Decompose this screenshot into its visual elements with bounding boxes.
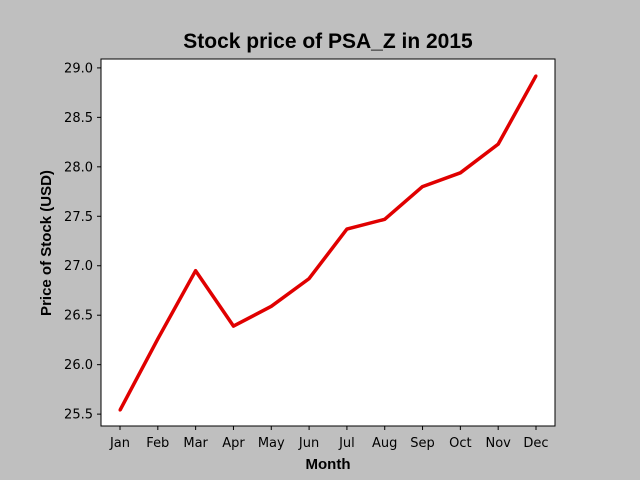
data-point-mar	[194, 269, 198, 273]
y-tick-label: 28.5	[64, 111, 93, 126]
y-tick-label: 27.5	[64, 210, 93, 225]
plot-area	[100, 58, 556, 427]
x-tick-label: May	[258, 436, 285, 451]
x-tick-label: Nov	[485, 436, 511, 451]
data-point-apr	[231, 324, 235, 328]
series-layer	[118, 74, 538, 412]
data-point-may	[269, 304, 273, 308]
x-tick-label: Aug	[372, 436, 397, 451]
y-tick-label: 26.5	[64, 309, 93, 324]
x-tick-label: Dec	[523, 436, 548, 451]
data-point-jan	[118, 408, 122, 412]
x-axis: Jan Feb Mar Apr May Jun Jul Aug Sep Oct Nov Dec	[109, 426, 549, 451]
x-tick-label: Feb	[146, 436, 169, 451]
y-axis: 25.5 26.0 26.5 27.0 27.5 28.0 28.5 29.0	[64, 61, 101, 423]
data-point-feb	[156, 337, 160, 341]
x-tick-label: Oct	[449, 436, 471, 451]
y-tick-label: 25.5	[64, 408, 93, 423]
x-tick-label: Jul	[338, 436, 355, 451]
y-tick-label: 27.0	[64, 259, 93, 274]
data-point-oct	[458, 171, 462, 175]
x-tick-label: Sep	[410, 436, 435, 451]
data-point-jul	[345, 227, 349, 231]
y-tick-label: 29.0	[64, 61, 93, 76]
x-tick-label: Jun	[298, 436, 319, 451]
y-tick-label: 26.0	[64, 358, 93, 373]
data-point-sep	[421, 185, 425, 189]
data-point-aug	[383, 217, 387, 221]
y-axis-title: Price of Stock (USD)	[38, 170, 55, 316]
data-point-nov	[496, 142, 500, 146]
y-tick-label: 28.0	[64, 160, 93, 175]
series-line	[118, 74, 538, 412]
x-tick-label: Apr	[222, 436, 245, 451]
x-tick-label: Mar	[183, 436, 208, 451]
chart-title: Stock price of PSA_Z in 2015	[183, 30, 473, 53]
x-axis-title: Month	[306, 456, 351, 473]
x-tick-label: Jan	[109, 436, 130, 451]
data-point-dec	[534, 74, 538, 78]
data-point-jun	[307, 277, 311, 281]
